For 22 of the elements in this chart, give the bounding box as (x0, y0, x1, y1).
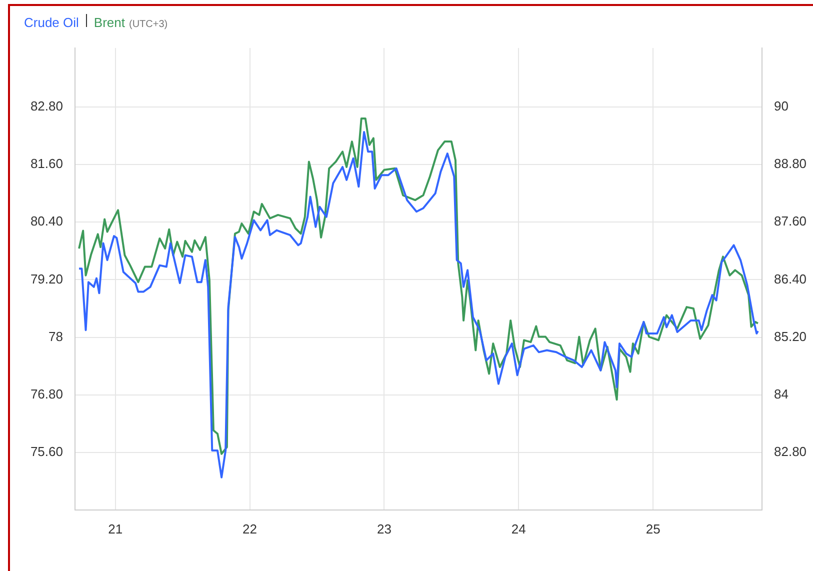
text: Brent (94, 15, 125, 30)
y2-tick-label: 87.60 (774, 214, 807, 229)
y2-tick-label: 82.80 (774, 444, 807, 460)
y2-tick-label: 85.20 (774, 328, 807, 344)
y2-tick-label: 86.40 (774, 271, 807, 286)
x-tick-label: 23 (376, 521, 392, 536)
x-tick-label: 21 (108, 521, 123, 536)
y-tick-label: 76.80 (30, 386, 63, 402)
y-tick-label: 79.20 (30, 271, 63, 286)
x-tick-label: 24 (511, 521, 526, 536)
y2-tick-label: 84 (774, 386, 788, 402)
x-tick-label: 22 (242, 521, 258, 536)
y2-tick-label: 88.80 (774, 156, 807, 172)
y-tick-label: 81.60 (30, 156, 63, 172)
x-tick-label: 25 (646, 521, 660, 536)
y-tick-label: 82.80 (30, 98, 63, 114)
y2-tick-label: 90 (774, 98, 788, 114)
chart-subtitle: (UTC+3) (129, 19, 168, 30)
text: Crude Oil (24, 15, 79, 30)
y-tick-label: 75.60 (30, 444, 63, 460)
y-tick-label: 78 (48, 328, 63, 344)
y-tick-label: 80.40 (30, 214, 63, 229)
